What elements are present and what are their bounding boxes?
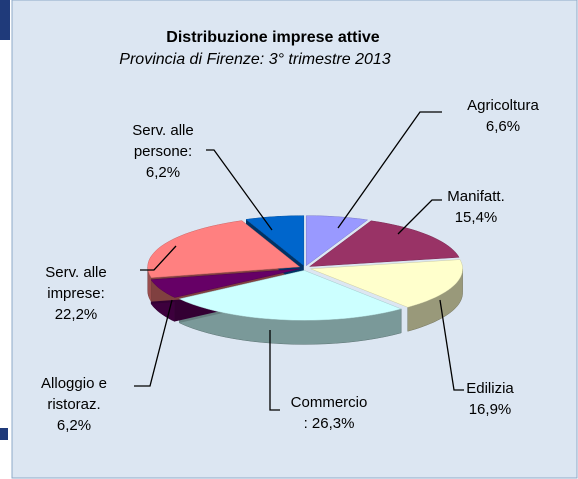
leader-line bbox=[140, 245, 177, 271]
data-label: Agricoltura 6,6% bbox=[458, 95, 548, 137]
data-label: Serv. alle persone: 6,2% bbox=[118, 120, 208, 183]
category-label: Alloggio e ristoraz. bbox=[41, 375, 107, 413]
category-label: Serv. alle imprese: bbox=[45, 264, 107, 302]
leader-line bbox=[397, 199, 442, 235]
slice bbox=[245, 215, 305, 267]
slide-edge bbox=[0, 428, 8, 440]
chart-title: Distribuzione imprese attive bbox=[166, 29, 379, 46]
value-label: : 26,3% bbox=[303, 415, 355, 432]
leader-line bbox=[337, 111, 442, 229]
value-label: 16,9% bbox=[468, 401, 512, 418]
leader-line bbox=[269, 330, 280, 411]
data-label: Serv. alle imprese: 22,2% bbox=[36, 262, 116, 325]
value-label: 22,2% bbox=[54, 306, 98, 323]
category-label: Edilizia bbox=[466, 380, 514, 397]
value-label: 6,2% bbox=[56, 417, 92, 434]
data-label: Edilizia 16,9% bbox=[445, 378, 535, 420]
slide-edge bbox=[0, 0, 10, 40]
chart-subtitle: Provincia di Firenze: 3° trimestre 2013 bbox=[119, 51, 391, 68]
leader-line bbox=[439, 299, 464, 391]
data-label: Commercio : 26,3% bbox=[274, 392, 384, 434]
category-label: Manifatt. bbox=[447, 188, 505, 205]
value-label: 6,6% bbox=[485, 118, 521, 135]
data-label: Manifatt. 15,4% bbox=[431, 186, 521, 228]
category-label: Agricoltura bbox=[467, 97, 539, 114]
value-label: 15,4% bbox=[454, 209, 498, 226]
slice bbox=[150, 268, 300, 298]
category-label: Serv. alle persone: bbox=[132, 122, 194, 160]
slice bbox=[308, 220, 460, 267]
slice bbox=[305, 215, 369, 267]
category-label: Commercio bbox=[290, 394, 368, 411]
value-label: 6,2% bbox=[145, 164, 181, 181]
leaders bbox=[134, 111, 464, 411]
slice bbox=[178, 270, 403, 321]
slice bbox=[147, 220, 301, 278]
leader-line bbox=[206, 149, 273, 231]
slice bbox=[310, 259, 463, 308]
pie bbox=[147, 215, 463, 345]
data-label: Alloggio e ristoraz. 6,2% bbox=[34, 373, 114, 436]
leader-line bbox=[134, 299, 173, 387]
